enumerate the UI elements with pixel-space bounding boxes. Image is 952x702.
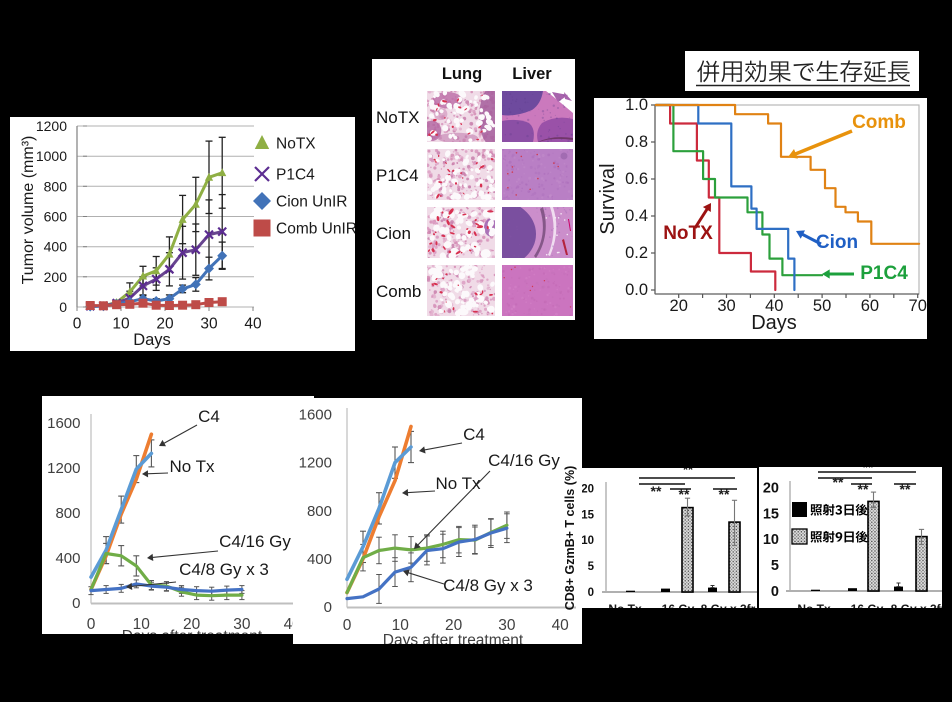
- svg-text:Cion UnIR: Cion UnIR: [276, 194, 348, 211]
- svg-text:Days: Days: [751, 312, 797, 334]
- svg-text:800: 800: [307, 503, 332, 520]
- svg-text:10: 10: [112, 316, 130, 333]
- svg-text:0.2: 0.2: [625, 244, 648, 262]
- svg-text:CD8+ GzmB+ T cells (%): CD8+ GzmB+ T cells (%): [563, 466, 577, 611]
- svg-text:Days after treatment: Days after treatment: [122, 628, 263, 634]
- svg-text:C4: C4: [463, 425, 485, 444]
- svg-text:50: 50: [813, 297, 831, 315]
- svg-text:Comb: Comb: [852, 112, 906, 133]
- svg-text:800: 800: [55, 505, 80, 522]
- svg-text:C4: C4: [198, 407, 220, 426]
- svg-text:200: 200: [44, 269, 68, 285]
- svg-text:1200: 1200: [299, 455, 332, 472]
- svg-text:10: 10: [392, 617, 410, 634]
- svg-text:20: 20: [156, 316, 174, 333]
- svg-text:0.6: 0.6: [625, 170, 648, 188]
- svg-text:Lung: Lung: [442, 65, 482, 83]
- svg-text:Tumor volume (mm³): Tumor volume (mm³): [20, 136, 37, 285]
- svg-text:0: 0: [324, 599, 332, 616]
- svg-text:Liver: Liver: [512, 65, 552, 83]
- svg-text:5: 5: [588, 561, 595, 573]
- svg-text:10: 10: [763, 532, 779, 548]
- svg-text:400: 400: [44, 239, 68, 255]
- svg-text:0: 0: [59, 299, 67, 315]
- svg-text:Days after treatment: Days after treatment: [383, 632, 524, 644]
- svg-text:1200: 1200: [36, 118, 67, 134]
- svg-text:0.4: 0.4: [625, 207, 648, 225]
- svg-text:C4/16 Gy: C4/16 Gy: [219, 532, 291, 551]
- svg-text:5: 5: [771, 558, 779, 574]
- svg-text:0: 0: [87, 616, 96, 633]
- svg-text:8 Gy x 3fr: 8 Gy x 3fr: [891, 602, 942, 608]
- svg-text:**: **: [651, 483, 662, 499]
- svg-text:600: 600: [44, 209, 68, 225]
- svg-text:30: 30: [498, 617, 516, 634]
- svg-text:60: 60: [861, 297, 879, 315]
- svg-text:Comb: Comb: [376, 282, 421, 301]
- svg-text:40: 40: [244, 316, 262, 333]
- svg-text:Days: Days: [133, 331, 171, 349]
- svg-text:0.8: 0.8: [625, 133, 648, 151]
- svg-text:C4/16 Gy: C4/16 Gy: [488, 451, 560, 470]
- svg-text:0: 0: [588, 587, 594, 599]
- svg-text:0: 0: [771, 584, 779, 600]
- svg-text:15: 15: [582, 509, 595, 521]
- svg-text:0: 0: [72, 595, 80, 612]
- svg-text:16 Gy: 16 Gy: [851, 602, 884, 608]
- svg-text:**: **: [683, 468, 694, 477]
- svg-text:0: 0: [343, 617, 352, 634]
- svg-text:1.0: 1.0: [625, 98, 648, 114]
- svg-text:P1C4: P1C4: [376, 166, 419, 185]
- svg-text:**: **: [863, 467, 874, 475]
- svg-text:20: 20: [582, 483, 594, 495]
- svg-text:400: 400: [307, 551, 332, 568]
- svg-text:1600: 1600: [47, 415, 80, 432]
- svg-text:10: 10: [582, 535, 594, 547]
- svg-text:NoTX: NoTX: [376, 108, 419, 127]
- svg-text:30: 30: [200, 316, 218, 333]
- svg-text:20: 20: [670, 297, 688, 315]
- svg-text:400: 400: [55, 550, 80, 567]
- svg-text:**: **: [858, 481, 869, 497]
- svg-text:40: 40: [765, 297, 783, 315]
- svg-text:30: 30: [233, 616, 251, 633]
- svg-text:20: 20: [445, 617, 463, 634]
- svg-text:1200: 1200: [47, 460, 80, 477]
- svg-text:No Tx: No Tx: [608, 602, 642, 608]
- svg-text:**: **: [719, 486, 730, 502]
- svg-text:C4/8 Gy x 3: C4/8 Gy x 3: [443, 576, 533, 595]
- svg-text:NoTX: NoTX: [663, 223, 713, 244]
- svg-text:Comb UnIR: Comb UnIR: [276, 221, 355, 238]
- svg-text:16 Gy: 16 Gy: [662, 602, 695, 608]
- svg-text:No Tx: No Tx: [435, 474, 481, 493]
- svg-text:30: 30: [717, 297, 735, 315]
- svg-text:**: **: [679, 486, 690, 502]
- svg-text:8 Gy x 3fr: 8 Gy x 3fr: [701, 602, 756, 608]
- svg-text:**: **: [900, 481, 911, 497]
- svg-text:70: 70: [909, 297, 927, 315]
- svg-text:P1C4: P1C4: [276, 167, 315, 184]
- svg-text:1000: 1000: [36, 148, 67, 164]
- svg-text:800: 800: [44, 178, 68, 194]
- svg-text:1600: 1600: [299, 407, 332, 424]
- svg-text:20: 20: [183, 616, 201, 633]
- svg-text:Cion: Cion: [376, 224, 411, 243]
- svg-text:NoTX: NoTX: [276, 136, 316, 153]
- svg-text:No Tx: No Tx: [169, 457, 215, 476]
- svg-text:**: **: [833, 474, 844, 490]
- svg-text:P1C4: P1C4: [860, 263, 908, 284]
- svg-text:10: 10: [133, 616, 151, 633]
- svg-text:0.0: 0.0: [625, 281, 648, 299]
- svg-text:40: 40: [552, 617, 570, 634]
- svg-text:15: 15: [763, 506, 779, 522]
- svg-text:C4/8 Gy x 3: C4/8 Gy x 3: [179, 560, 269, 579]
- svg-text:Cion: Cion: [816, 232, 858, 253]
- svg-text:0: 0: [73, 316, 82, 333]
- svg-text:20: 20: [763, 480, 779, 496]
- svg-text:Survival: Survival: [597, 163, 619, 234]
- svg-text:No Tx: No Tx: [797, 602, 831, 608]
